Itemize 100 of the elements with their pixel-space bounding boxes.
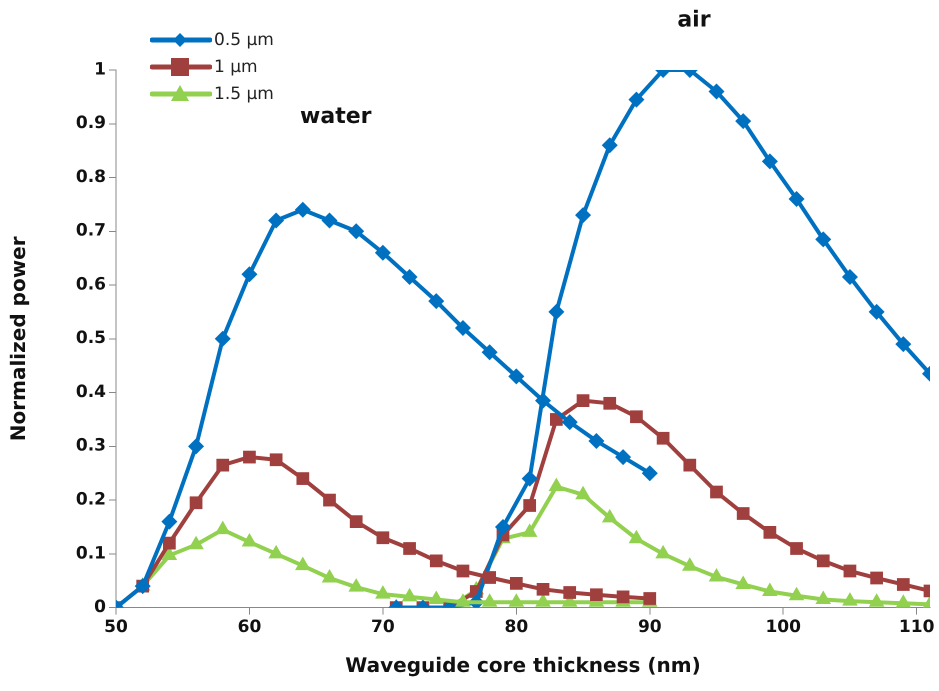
- point: [788, 586, 804, 600]
- legend-label: 1 µm: [214, 56, 258, 76]
- x-tick-label: 110: [898, 617, 935, 638]
- point: [510, 577, 523, 590]
- point: [454, 320, 471, 336]
- point: [536, 582, 550, 596]
- point: [896, 594, 912, 608]
- point: [241, 266, 258, 282]
- y-tick-label: 0: [94, 597, 106, 618]
- point: [790, 542, 803, 555]
- point: [482, 593, 498, 607]
- x-tick-label: 100: [765, 617, 802, 638]
- point: [816, 554, 830, 568]
- point: [494, 518, 511, 535]
- point: [708, 84, 724, 100]
- point: [616, 590, 630, 604]
- point: [628, 530, 644, 544]
- y-tick-label: 0.3: [76, 436, 106, 456]
- point: [735, 575, 751, 589]
- point: [323, 494, 336, 506]
- x-tick-label: 50: [104, 617, 128, 638]
- point: [603, 396, 616, 410]
- point: [708, 568, 724, 582]
- point: [270, 453, 282, 466]
- point: [762, 582, 778, 596]
- y-tick-label: 0.8: [76, 166, 106, 187]
- point: [602, 508, 618, 522]
- y-tick-label: 0.5: [76, 328, 106, 348]
- point: [868, 304, 885, 320]
- point: [710, 486, 723, 498]
- point: [642, 465, 658, 482]
- point: [868, 593, 884, 607]
- point: [523, 499, 536, 512]
- x-tick-label: 90: [638, 617, 662, 638]
- point: [322, 212, 338, 229]
- point: [683, 458, 696, 472]
- point: [655, 544, 671, 558]
- point: [764, 526, 776, 539]
- point: [602, 137, 618, 154]
- point: [682, 557, 698, 571]
- point: [870, 572, 883, 584]
- y-tick-label: 0.4: [76, 382, 106, 402]
- point: [296, 472, 310, 485]
- point: [735, 113, 752, 130]
- point: [548, 304, 564, 320]
- y-tick-label: 0.6: [76, 274, 106, 294]
- point: [815, 590, 832, 604]
- point: [268, 212, 284, 229]
- point: [522, 523, 538, 537]
- point: [376, 531, 390, 544]
- legend-label: 1.5 µm: [214, 84, 274, 104]
- point: [214, 330, 231, 347]
- point: [656, 432, 670, 445]
- point: [216, 458, 230, 472]
- point: [243, 450, 256, 464]
- point: [615, 449, 632, 466]
- point: [428, 293, 444, 310]
- point: [350, 515, 363, 528]
- point: [815, 231, 832, 248]
- point: [482, 344, 498, 360]
- y-tick-label: 0.1: [76, 543, 106, 564]
- point: [268, 544, 284, 558]
- point: [548, 478, 564, 492]
- point: [456, 564, 470, 578]
- point: [375, 585, 391, 599]
- point: [762, 153, 778, 170]
- point: [630, 410, 643, 424]
- point: [402, 268, 418, 285]
- x-tick-label: 80: [504, 617, 528, 638]
- point: [188, 438, 204, 454]
- point: [535, 392, 552, 409]
- point: [562, 414, 578, 430]
- y-tick-label: 1: [94, 59, 106, 80]
- point: [895, 336, 912, 352]
- point: [348, 223, 364, 240]
- point: [374, 244, 391, 261]
- point: [563, 586, 576, 599]
- point: [844, 564, 856, 578]
- point: [842, 592, 858, 606]
- point: [588, 432, 604, 449]
- point: [430, 554, 443, 568]
- point: [508, 593, 524, 607]
- point: [736, 507, 750, 520]
- point: [294, 202, 311, 218]
- legend-label: 0.5 µm: [214, 30, 274, 50]
- point: [455, 593, 471, 607]
- point: [575, 486, 591, 500]
- y-axis-title: Normalized power: [6, 236, 30, 442]
- point: [163, 536, 176, 550]
- annotation: water: [300, 104, 372, 130]
- x-tick-label: 60: [238, 617, 262, 638]
- point: [522, 470, 538, 487]
- point: [348, 578, 364, 592]
- point: [896, 578, 910, 591]
- point: [190, 496, 202, 510]
- point: [161, 514, 178, 530]
- point: [575, 207, 592, 224]
- point: [403, 542, 416, 555]
- y-tick-label: 0.9: [76, 113, 106, 134]
- point: [188, 536, 204, 550]
